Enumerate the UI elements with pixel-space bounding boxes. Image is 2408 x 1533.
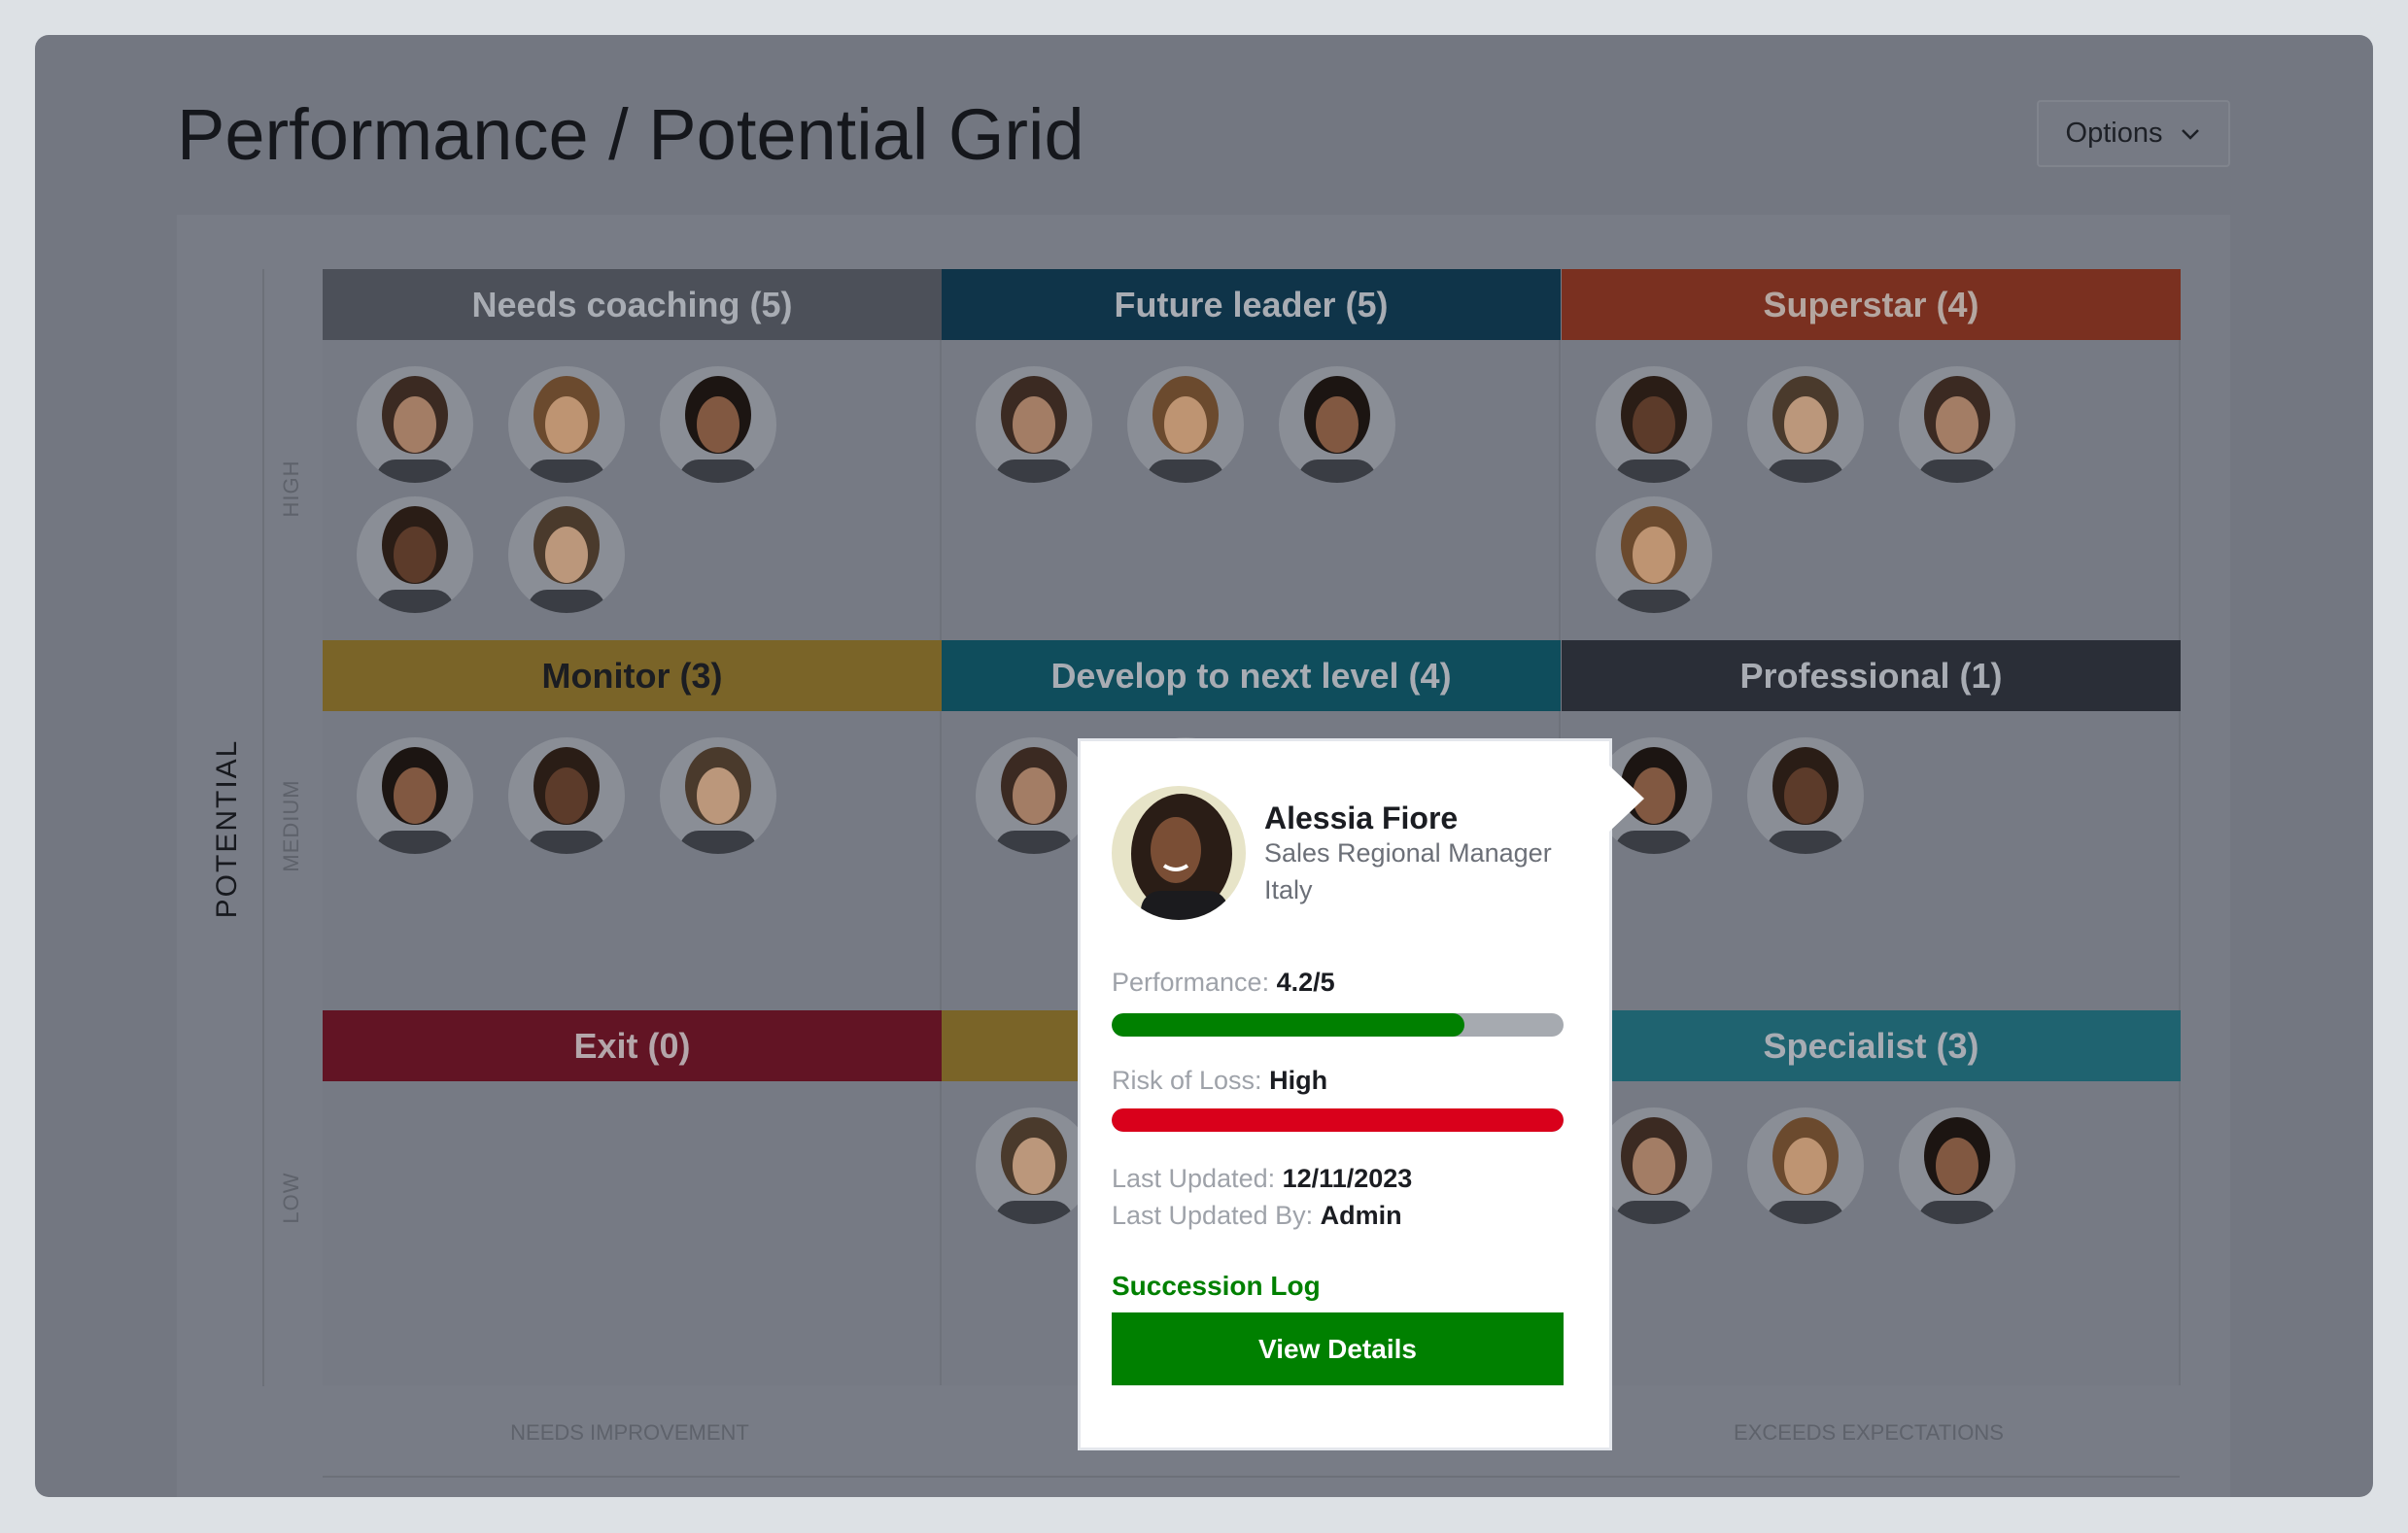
employee-avatar[interactable]: [660, 366, 776, 483]
performance-value: 4.2/5: [1276, 968, 1335, 997]
employee-avatar: [1112, 786, 1246, 920]
employee-avatar[interactable]: [357, 737, 473, 854]
cell-header[interactable]: Superstar (4): [1562, 269, 2181, 340]
cell-header[interactable]: Specialist (3): [1562, 1010, 2181, 1081]
performance-bar-fill: [1112, 1013, 1464, 1037]
x-level-exceeds-expectations: EXCEEDS EXPECTATIONS: [1734, 1420, 2004, 1445]
employee-avatar[interactable]: [508, 366, 625, 483]
last-updated-value: 12/11/2023: [1282, 1164, 1413, 1193]
y-axis-line: [262, 269, 264, 1386]
options-dropdown[interactable]: Options: [2037, 100, 2230, 167]
employee-avatar[interactable]: [357, 366, 473, 483]
risk-bar-fill: [1112, 1108, 1564, 1132]
risk-label: Risk of Loss: High: [1112, 1066, 1328, 1095]
employee-avatar[interactable]: [1747, 737, 1864, 854]
cell-header[interactable]: Future leader (5): [942, 269, 1561, 340]
y-axis-title: POTENTIAL: [211, 738, 243, 919]
cell-header[interactable]: Monitor (3): [323, 640, 942, 711]
y-level-medium: MEDIUM: [279, 779, 303, 872]
employee-location: Italy: [1264, 875, 1313, 904]
cell-header[interactable]: Needs coaching (5): [323, 269, 942, 340]
cell-body: [323, 1081, 942, 1385]
page-title: Performance / Potential Grid: [177, 94, 1084, 175]
employee-avatar[interactable]: [1899, 366, 2015, 483]
last-updated-by: Last Updated By: Admin: [1112, 1201, 1402, 1230]
view-details-button[interactable]: View Details: [1112, 1312, 1564, 1385]
y-level-low: LOW: [279, 1172, 303, 1224]
risk-value: High: [1269, 1066, 1328, 1095]
x-level-needs-improvement: NEEDS IMPROVEMENT: [510, 1420, 749, 1445]
employee-avatar[interactable]: [1747, 366, 1864, 483]
employee-role: Sales Regional Manager: [1264, 838, 1552, 868]
employee-avatar[interactable]: [976, 366, 1092, 483]
employee-avatar[interactable]: [976, 737, 1092, 854]
last-updated-by-value: Admin: [1320, 1201, 1402, 1230]
x-axis-line: [323, 1476, 2180, 1478]
employee-avatar[interactable]: [1279, 366, 1395, 483]
succession-log-link[interactable]: Succession Log: [1112, 1271, 1321, 1301]
employee-avatar[interactable]: [508, 496, 625, 613]
cell-header[interactable]: Exit (0): [323, 1010, 942, 1081]
employee-avatar[interactable]: [660, 737, 776, 854]
employee-avatar[interactable]: [1596, 1107, 1712, 1224]
chevron-down-icon: [2182, 128, 2200, 140]
employee-avatar[interactable]: [508, 737, 625, 854]
employee-name: Alessia Fiore: [1264, 801, 1459, 835]
employee-avatar[interactable]: [1747, 1107, 1864, 1224]
employee-avatar[interactable]: [357, 496, 473, 613]
performance-bar: [1112, 1013, 1564, 1037]
y-level-high: HIGH: [279, 460, 303, 518]
last-updated: Last Updated: 12/11/2023: [1112, 1164, 1413, 1193]
employee-avatar[interactable]: [1127, 366, 1244, 483]
employee-avatar[interactable]: [1596, 496, 1712, 613]
options-label: Options: [2065, 118, 2163, 149]
employee-avatar[interactable]: [976, 1107, 1092, 1224]
modal-backdrop: Performance / Potential Grid Options POT…: [35, 35, 2373, 1497]
employee-avatar[interactable]: [1596, 366, 1712, 483]
performance-label: Performance: 4.2/5: [1112, 968, 1335, 997]
popover-arrow: [1609, 766, 1644, 832]
employee-avatar[interactable]: [1899, 1107, 2015, 1224]
risk-bar: [1112, 1108, 1564, 1132]
cell-header[interactable]: Professional (1): [1562, 640, 2181, 711]
cell-header[interactable]: Develop to next level (4): [942, 640, 1561, 711]
